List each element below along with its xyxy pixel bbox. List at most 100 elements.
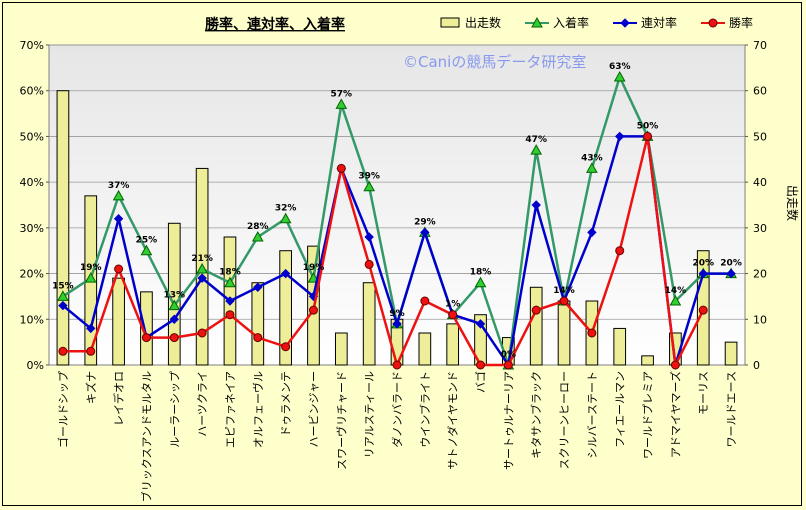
marker-diamond [58,300,68,311]
data-label: 57% [331,89,353,99]
marker-diamond [475,319,486,329]
bar-runs [418,332,432,366]
x-tick-label: ハーツクライ [196,371,209,437]
x-tick-label: リアルスティール [363,371,376,458]
data-label: 50% [637,121,659,131]
bar-runs [334,332,348,366]
bar-runs [279,250,292,366]
marker-diamond [169,314,179,324]
marker-triangle [57,290,69,301]
marker-circle [308,305,318,315]
x-tick-label: レイデオロ [112,371,126,426]
marker-circle [392,360,402,370]
x-tick-label: ゴールドシップ [56,371,70,448]
data-label: 1% [445,300,460,310]
data-label: 39% [358,172,380,182]
watermark: ©Caniの競馬データ研究室 [403,53,586,71]
y2-tick-label: 50 [753,130,767,143]
legend-label: 出走数 [465,15,501,30]
marker-circle [503,360,513,370]
marker-diamond [620,18,630,28]
data-label: 37% [108,181,130,191]
marker-diamond [364,232,374,242]
data-label: 14% [553,286,575,296]
marker-circle [86,346,96,356]
x-tick-label: ブリックスアンドモルタル [139,371,153,502]
y-tick-label: 10% [20,313,44,326]
marker-circle [531,305,541,315]
x-tick-label: キズナ [84,371,98,404]
chart: 勝率、連対率、入着率 0% 10% 20% 30% 40% 50% 60% 70% 0 10 20 3… [20,15,800,502]
bar-runs [56,90,70,366]
data-label: 13% [164,291,186,301]
data-label: 25% [136,236,158,246]
marker-circle [141,333,151,343]
x-tick-label: エピファネイア [224,371,237,448]
x-tick-label: サトノダイヤモンド [446,371,460,470]
marker-circle [476,360,486,370]
y2-tick-label: 60 [753,85,767,98]
marker-triangle [531,16,543,28]
marker-diamond [587,227,597,238]
marker-triangle [140,244,153,256]
data-label: 43% [581,153,603,163]
marker-triangle [251,230,264,242]
x-tick-label: ウインブライト [418,371,432,448]
y-tick-label: 0% [27,359,44,372]
marker-diamond [86,323,96,334]
marker-circle [169,333,179,343]
bar-runs [557,300,571,366]
y-tick-label: 50% [20,130,44,143]
data-label: 28% [247,222,269,232]
marker-circle [281,342,291,352]
y-tick-label: 60% [20,85,44,98]
marker-diamond [280,268,291,279]
data-label: 63% [609,62,631,72]
marker-diamond [420,227,430,238]
marker-circle [364,259,374,269]
x-tick-label: シルバーステート [586,371,599,458]
data-label: 20% [720,259,742,269]
marker-circle [643,131,653,141]
marker-circle [670,360,680,370]
marker-circle [197,328,207,338]
marker-triangle [335,98,348,109]
bar-runs [251,282,265,366]
marker-circle [615,246,625,256]
data-label: 9% [389,309,404,319]
y2-tick-label: 20 [753,268,767,281]
marker-circle [58,346,68,356]
marker-circle [253,333,263,343]
data-label: 20% [692,259,714,269]
x-tick-label: ワールドエース [725,371,738,447]
y-tick-label: 70% [20,39,44,52]
x-tick-label: バゴ [474,371,488,393]
y2-tick-label: 70 [753,39,767,52]
x-tick-label: ルーラーシップ [168,371,181,448]
marker-circle [225,310,235,320]
bar-runs [529,286,543,366]
marker-triangle [279,212,292,224]
marker-diamond [113,214,124,224]
marker-diamond [726,268,736,279]
bar-runs [362,282,376,366]
y2-tick-label: 10 [753,313,767,326]
marker-circle [698,305,708,315]
y-tick-label: 40% [20,176,44,189]
data-label: 18% [219,268,241,278]
marker-triangle [613,70,626,82]
data-label: 15% [52,281,74,291]
bar-runs [112,277,125,366]
legend-label: 連対率 [641,15,677,30]
x-tick-label: ワールドプレミア [642,371,655,459]
marker-diamond [698,268,708,279]
marker-diamond [615,131,625,142]
legend: 出走数 入着率 連対率 勝率 [440,15,753,30]
bar-runs [724,341,738,366]
marker-circle [420,296,430,306]
legend-label: 勝率 [729,15,753,30]
marker-diamond [531,200,541,210]
x-tick-label: オルフェーヴル [251,371,265,448]
marker-triangle [530,144,543,155]
